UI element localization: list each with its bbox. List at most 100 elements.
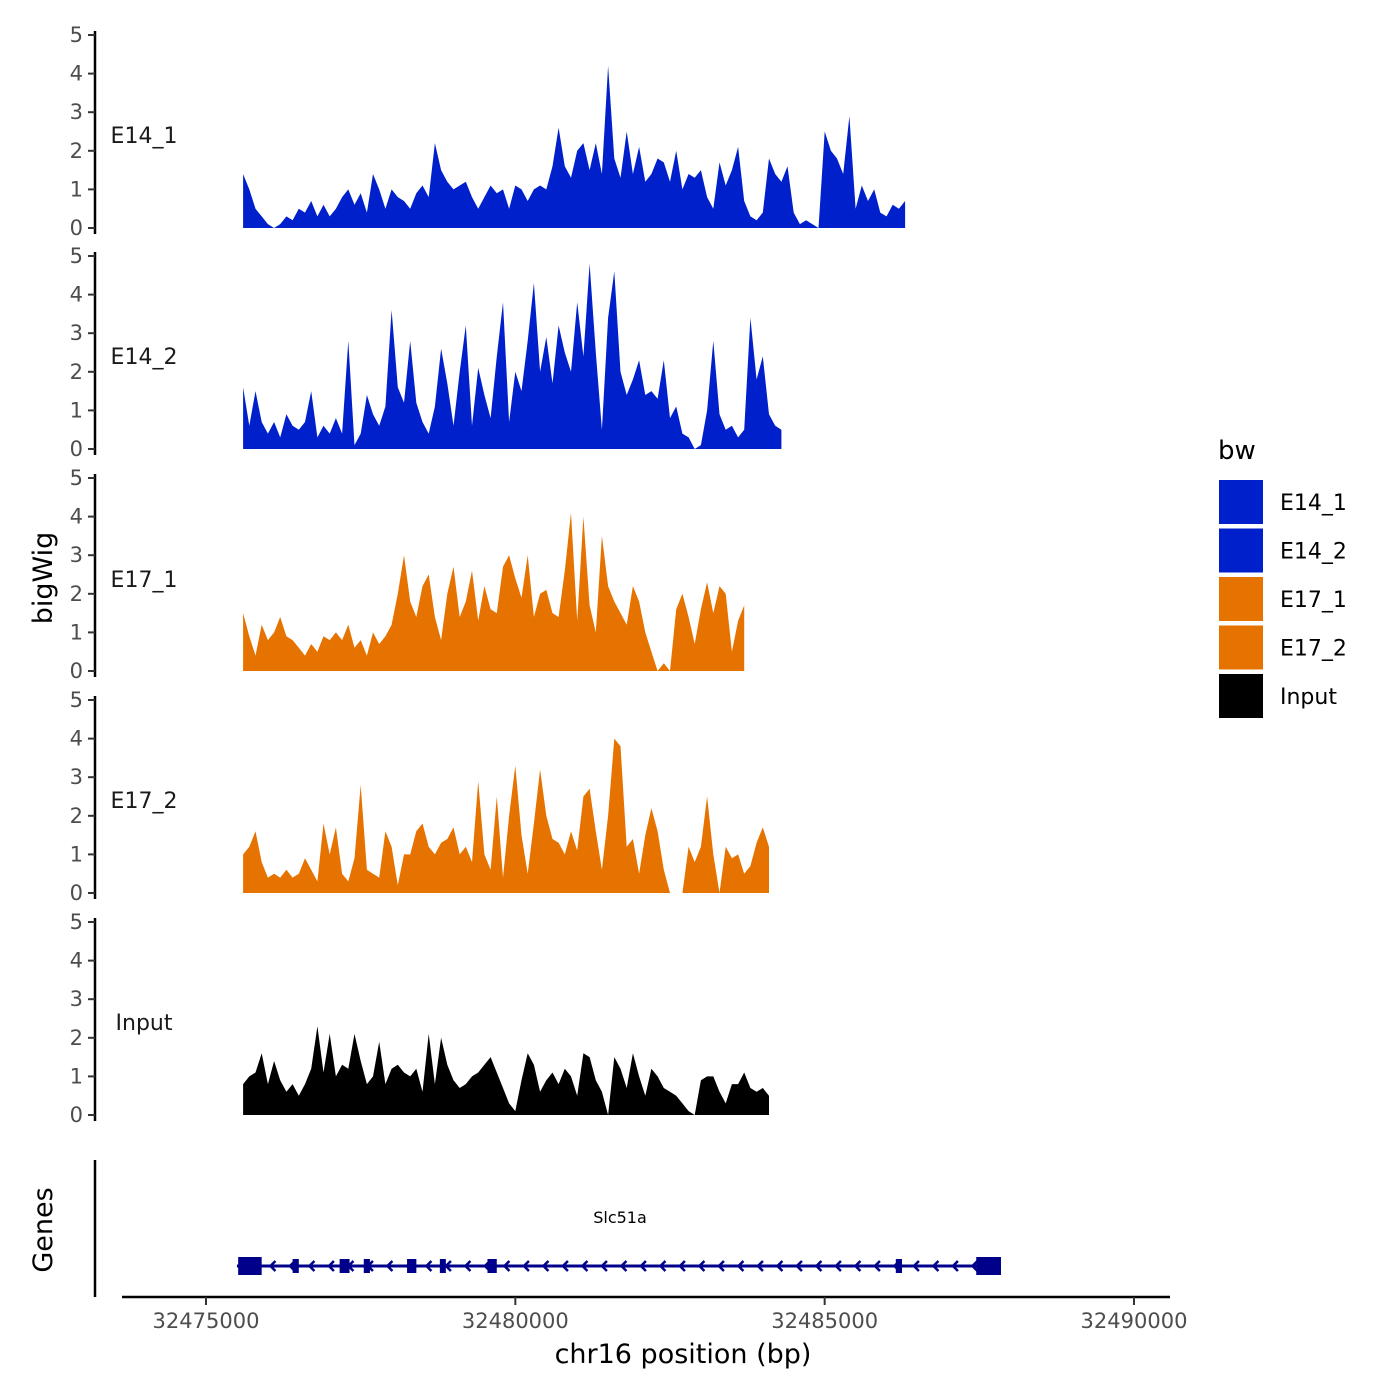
strand-arrow bbox=[814, 1260, 823, 1272]
strand-arrow bbox=[756, 1260, 764, 1272]
signal-area-E17_1 bbox=[243, 512, 745, 671]
y-axis-title: bigWig bbox=[28, 532, 59, 625]
strand-arrow bbox=[541, 1260, 550, 1272]
y-tick-label: 1 bbox=[70, 620, 83, 644]
legend: bw E14_1 E14_2 E17_1 E17_2 Input bbox=[1218, 436, 1347, 718]
strand-arrow bbox=[775, 1260, 784, 1272]
strand-arrow bbox=[853, 1260, 862, 1272]
exon bbox=[487, 1259, 497, 1273]
y-tick-label: 3 bbox=[70, 543, 83, 567]
x-tick-label: 32475000 bbox=[153, 1309, 260, 1333]
y-tick-label: 1 bbox=[70, 398, 83, 422]
signal-area-Input bbox=[243, 1026, 770, 1115]
y-tick-label: 0 bbox=[70, 1103, 83, 1127]
legend-item-E14_1: E14_1 bbox=[1219, 480, 1347, 524]
gene-name-label: Slc51a bbox=[593, 1208, 647, 1227]
y-tick-label: 4 bbox=[70, 727, 83, 751]
strand-arrow bbox=[736, 1260, 745, 1272]
strand-arrow bbox=[912, 1260, 920, 1272]
strand-arrow bbox=[717, 1260, 725, 1272]
strand-arrow bbox=[268, 1260, 277, 1272]
track-label: E14_2 bbox=[111, 345, 178, 370]
y-tick-label: 1 bbox=[70, 842, 83, 866]
y-tick-label: 4 bbox=[70, 62, 83, 86]
strand-arrow bbox=[580, 1260, 589, 1272]
track-Input: 0 1 2 3 4 5 Input bbox=[70, 910, 770, 1127]
legend-item-E17_2: E17_2 bbox=[1219, 625, 1347, 670]
y-tick-label: 0 bbox=[70, 437, 83, 461]
legend-label: E17_1 bbox=[1280, 588, 1347, 613]
strand-arrow bbox=[658, 1260, 667, 1272]
strand-arrow bbox=[970, 1260, 979, 1272]
exon bbox=[238, 1257, 262, 1275]
exon bbox=[407, 1259, 417, 1273]
strand-arrow bbox=[639, 1260, 647, 1272]
strand-arrow bbox=[444, 1260, 452, 1272]
y-tick-label: 4 bbox=[70, 505, 83, 529]
gene-Slc51a: Slc51a bbox=[236, 1208, 1001, 1275]
legend-label: E17_2 bbox=[1280, 637, 1347, 662]
strand-arrow bbox=[678, 1260, 686, 1272]
signal-area-E14_2 bbox=[243, 263, 782, 449]
legend-label: E14_2 bbox=[1280, 540, 1347, 565]
track-E17_1: 0 1 2 3 4 5 E17_1 bbox=[70, 466, 745, 683]
strand-arrow bbox=[834, 1260, 842, 1272]
y-tick-label: 4 bbox=[70, 949, 83, 973]
y-tick-label: 2 bbox=[70, 360, 83, 384]
y-tick-label: 5 bbox=[70, 244, 83, 268]
x-tick-label: 32485000 bbox=[771, 1309, 878, 1333]
legend-swatch bbox=[1219, 528, 1263, 573]
signal-tracks: 0 1 2 3 4 5 E14_1 0 1 2 3 4 5 E14_2 0 1 2 3 4 5 E17_1 0 1 2 3 4 5 E… bbox=[70, 23, 906, 1127]
strand-arrow bbox=[561, 1260, 569, 1272]
strand-arrow bbox=[600, 1260, 608, 1272]
y-tick-label: 5 bbox=[70, 466, 83, 490]
strand-arrow bbox=[931, 1260, 940, 1272]
strand-arrow bbox=[873, 1260, 881, 1272]
strand-arrow bbox=[327, 1260, 335, 1272]
track-label: E17_1 bbox=[111, 568, 178, 593]
strand-arrow bbox=[385, 1260, 394, 1272]
exon bbox=[895, 1259, 902, 1273]
legend-swatch bbox=[1219, 480, 1263, 524]
legend-label: Input bbox=[1280, 685, 1337, 710]
legend-swatch bbox=[1219, 625, 1263, 670]
y-tick-label: 3 bbox=[70, 321, 83, 345]
exon bbox=[439, 1259, 446, 1273]
strand-arrow bbox=[424, 1260, 433, 1272]
track-label: E17_2 bbox=[111, 789, 178, 814]
legend-label: E14_1 bbox=[1280, 491, 1347, 516]
strand-arrow bbox=[502, 1260, 511, 1272]
legend-title: bw bbox=[1218, 436, 1256, 466]
y-tick-label: 5 bbox=[70, 688, 83, 712]
legend-swatch bbox=[1219, 577, 1263, 621]
strand-arrow bbox=[697, 1260, 706, 1272]
y-tick-label: 1 bbox=[70, 177, 83, 201]
y-tick-label: 0 bbox=[70, 881, 83, 905]
y-tick-label: 2 bbox=[70, 139, 83, 163]
y-tick-label: 2 bbox=[70, 804, 83, 828]
y-tick-label: 0 bbox=[70, 659, 83, 683]
strand-arrow bbox=[307, 1260, 316, 1272]
y-tick-label: 2 bbox=[70, 1026, 83, 1050]
exon bbox=[976, 1257, 1001, 1275]
x-tick-label: 32480000 bbox=[462, 1309, 569, 1333]
x-axis: 32475000 32480000 32485000 32490000 bbox=[122, 1295, 1188, 1333]
y-tick-label: 5 bbox=[70, 23, 83, 47]
y-tick-label: 4 bbox=[70, 283, 83, 307]
track-E14_1: 0 1 2 3 4 5 E14_1 bbox=[70, 23, 906, 240]
x-axis-title: chr16 position (bp) bbox=[555, 1339, 812, 1370]
strand-arrow bbox=[951, 1260, 959, 1272]
exon bbox=[292, 1259, 299, 1273]
y-tick-label: 3 bbox=[70, 987, 83, 1011]
gene-annotation-panel: Slc51a bbox=[93, 1160, 1001, 1297]
x-tick-label: 32490000 bbox=[1081, 1309, 1188, 1333]
signal-area-E14_1 bbox=[243, 65, 906, 229]
strand-arrow bbox=[619, 1260, 628, 1272]
strand-arrow bbox=[522, 1260, 530, 1272]
y-tick-label: 3 bbox=[70, 765, 83, 789]
legend-item-Input: Input bbox=[1219, 674, 1337, 718]
y-tick-label: 0 bbox=[70, 216, 83, 240]
y-tick-label: 1 bbox=[70, 1064, 83, 1088]
legend-item-E17_1: E17_1 bbox=[1219, 577, 1347, 621]
